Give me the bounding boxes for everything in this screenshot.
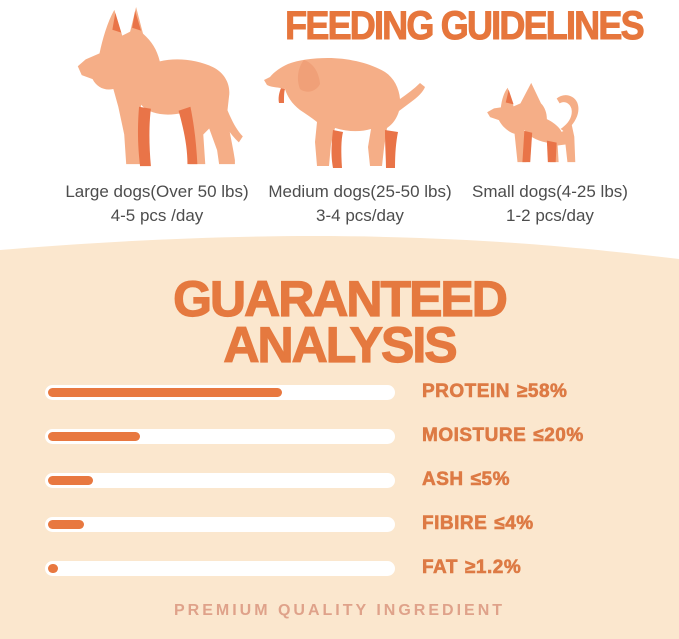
small-dog-tail	[556, 95, 579, 132]
moisture-label: MOISTURE ≤20%	[422, 425, 584, 447]
nutrient-value: ≥58%	[516, 381, 568, 403]
large-dog-ear-shade	[112, 12, 122, 33]
ash-label: ASH ≤5%	[422, 469, 510, 491]
nutrient-name: FAT	[422, 557, 458, 579]
nutrient-value: ≤20%	[533, 425, 584, 447]
small-dog-ear-shade	[505, 89, 514, 105]
nutrient-name: ASH	[422, 469, 464, 491]
ash-bar-fill	[48, 476, 93, 485]
analysis-row-fibire: FIBIRE ≤4%	[0, 513, 679, 539]
feeding-caption-label: Small dogs(4-25 lbs)	[472, 182, 628, 201]
medium-dog-icon	[264, 58, 425, 168]
small-dog-far-rear-leg	[546, 140, 557, 163]
fat-bar-track	[45, 561, 395, 576]
feeding-caption-large: Large dogs(Over 50 lbs) 4-5 pcs /day	[37, 180, 277, 228]
nutrient-name: MOISTURE	[422, 425, 527, 447]
analysis-row-fat: FAT ≥1.2%	[0, 557, 679, 583]
nutrient-value: ≤4%	[494, 513, 534, 535]
small-dog-body	[487, 82, 576, 163]
protein-bar-fill	[48, 388, 282, 397]
medium-dog-far-rear-leg	[385, 130, 398, 168]
large-dog-ear-shade	[132, 10, 142, 31]
fibire-bar-track	[45, 517, 395, 532]
small-dog-icon	[487, 82, 579, 163]
nutrient-value: ≥1.2%	[464, 557, 522, 579]
analysis-row-ash: ASH ≤5%	[0, 469, 679, 495]
feeding-caption-label: Large dogs(Over 50 lbs)	[65, 182, 249, 201]
ash-bar-track	[45, 473, 395, 488]
large-dog-body	[77, 6, 235, 165]
feeding-caption-label: Medium dogs(25-50 lbs)	[268, 182, 452, 201]
analysis-row-protein: PROTEIN ≥58%	[0, 381, 679, 407]
medium-dog-ear	[297, 60, 320, 92]
large-dog-far-front-leg	[137, 106, 151, 167]
fibire-label: FIBIRE ≤4%	[422, 513, 534, 535]
moisture-bar-track	[45, 429, 395, 444]
feeding-caption-amount: 4-5 pcs /day	[110, 206, 204, 225]
protein-bar-track	[45, 385, 395, 400]
large-dog-icon	[77, 6, 243, 167]
feeding-caption-medium: Medium dogs(25-50 lbs) 3-4 pcs/day	[260, 180, 460, 228]
nutrient-name: FIBIRE	[422, 513, 488, 535]
moisture-bar-fill	[48, 432, 140, 441]
fibire-bar-fill	[48, 520, 84, 529]
analysis-title-line2: ANALYSIS	[223, 317, 458, 373]
analysis-row-moisture: MOISTURE ≤20%	[0, 425, 679, 451]
wave-divider	[0, 236, 679, 267]
medium-dog-body	[264, 58, 425, 166]
protein-label: PROTEIN ≥58%	[422, 381, 568, 403]
medium-dog-far-front-leg	[331, 130, 343, 168]
nutrient-name: PROTEIN	[422, 381, 510, 403]
feeding-caption-amount: 3-4 pcs/day	[316, 206, 404, 225]
feeding-caption-amount: 1-2 pcs/day	[506, 206, 594, 225]
page-title: FEEDING GUIDELINES	[285, 4, 645, 49]
fat-label: FAT ≥1.2%	[422, 557, 521, 579]
fat-bar-fill	[48, 564, 58, 573]
analysis-title-line1: GUARANTEED	[172, 271, 508, 327]
feeding-caption-small: Small dogs(4-25 lbs) 1-2 pcs/day	[450, 180, 650, 228]
analysis-title: GUARANTEED ANALYSIS	[0, 271, 679, 373]
analysis-section-background	[0, 266, 679, 639]
medium-dog-tongue	[278, 88, 285, 103]
footer-tagline: PREMIUM QUALITY INGREDIENT	[173, 602, 506, 619]
nutrient-value: ≤5%	[470, 469, 511, 491]
large-dog-far-rear-leg	[178, 106, 198, 165]
small-dog-far-front-leg	[522, 130, 533, 163]
